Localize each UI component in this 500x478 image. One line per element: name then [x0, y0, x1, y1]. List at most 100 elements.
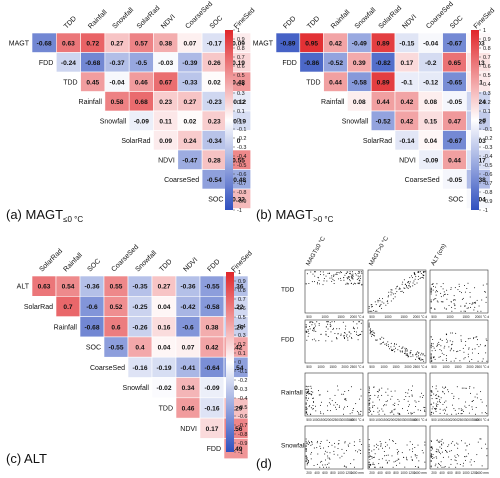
scatter-point — [454, 308, 456, 310]
cell-value: 0.09 — [159, 138, 172, 145]
scatter-point — [325, 466, 327, 468]
scatter-tick-label: 1400 mm — [413, 471, 427, 475]
scatter-point — [401, 350, 403, 352]
scatter-point — [368, 412, 370, 414]
scatter-point — [484, 291, 486, 293]
scatter-point — [430, 289, 432, 291]
scatter-point — [392, 440, 394, 442]
scatter-point — [435, 291, 437, 293]
scatter-point — [431, 455, 433, 457]
scatter-point — [474, 306, 476, 308]
scatter-tick-label: 800 — [455, 471, 461, 475]
column-label: SolarRad — [378, 5, 404, 31]
scatter-point — [310, 407, 312, 409]
scatter-point — [469, 386, 471, 388]
scatter-point — [448, 346, 450, 348]
scatter-point — [346, 450, 348, 452]
colorbar-tick-label: -0.5 — [237, 163, 246, 169]
scatter-point — [436, 398, 438, 400]
scatter-point — [408, 396, 410, 398]
scatter-point — [312, 322, 314, 324]
scatter-point — [409, 286, 411, 288]
scatter-point — [316, 463, 318, 465]
cell-value: -0.65 — [447, 79, 462, 86]
cell-value: -0.42 — [180, 304, 195, 311]
scatter-point — [353, 328, 355, 330]
scatter-point — [454, 305, 456, 307]
scatter-point — [399, 288, 401, 290]
colorbar-tick-label: 0.4 — [483, 82, 491, 88]
cell-value: -0.09 — [134, 118, 149, 125]
scatter-point — [305, 457, 307, 459]
scatter-point — [485, 443, 487, 445]
scatter-point — [390, 300, 392, 302]
scatter-row-label: Rainfall — [281, 390, 303, 397]
scatter-point — [408, 355, 410, 357]
scatter-point — [381, 336, 383, 338]
scatter-point — [451, 306, 453, 308]
scatter-point — [352, 321, 354, 323]
scatter-point — [327, 321, 329, 323]
scatter-point — [306, 399, 308, 401]
scatter-point — [460, 335, 462, 337]
scatter-point — [440, 345, 442, 347]
scatter-point — [458, 398, 460, 400]
cell-value: -0.36 — [84, 284, 99, 291]
cell-value: 0.04 — [424, 138, 437, 145]
scatter-point — [316, 440, 318, 442]
scatter-point — [373, 445, 375, 447]
scatter-point — [473, 461, 475, 463]
colorbar-tick-label: 0.4 — [238, 324, 246, 330]
scatter-point — [350, 275, 352, 277]
scatter-point — [396, 286, 398, 288]
column-label: NDVI — [401, 14, 418, 31]
scatter-point — [453, 295, 455, 297]
scatter-point — [360, 395, 362, 397]
scatter-point — [309, 413, 311, 415]
scatter-point — [370, 328, 372, 330]
scatter-point — [353, 441, 355, 443]
scatter-point — [319, 442, 321, 444]
scatter-point — [481, 412, 483, 414]
scatter-point — [402, 281, 404, 283]
scatter-tick-label: 2000 — [466, 365, 473, 369]
scatter-point — [408, 280, 410, 282]
cell-value: 0.49 — [230, 446, 243, 453]
scatter-point — [440, 286, 442, 288]
scatter-point — [382, 298, 384, 300]
scatter-point — [345, 398, 347, 400]
scatter-point — [320, 447, 322, 449]
scatter-point — [378, 399, 380, 401]
scatter-point — [453, 299, 455, 301]
scatter-point — [412, 355, 414, 357]
scatter-point — [430, 353, 432, 355]
scatter-point — [430, 354, 432, 356]
cell-value: 0.46 — [182, 405, 195, 412]
cell-value: -0.26 — [132, 324, 147, 331]
scatter-point — [439, 356, 441, 358]
scatter-point — [477, 353, 479, 355]
scatter-point — [343, 465, 345, 467]
scatter-point — [468, 443, 470, 445]
scatter-point — [435, 450, 437, 452]
scatter-point — [442, 288, 444, 290]
scatter-point — [451, 413, 453, 415]
cell-value: 0.42 — [400, 118, 413, 125]
scatter-point — [390, 342, 392, 344]
scatter-point — [328, 462, 330, 464]
scatter-point — [329, 324, 331, 326]
scatter-point — [456, 442, 458, 444]
scatter-point — [307, 330, 309, 332]
scatter-point — [398, 345, 400, 347]
scatter-point — [349, 271, 351, 273]
scatter-point — [430, 454, 432, 456]
scatter-point — [432, 289, 434, 291]
cell-value: 0.42 — [206, 345, 219, 352]
scatter-point — [431, 392, 433, 394]
scatter-point — [435, 286, 437, 288]
cell-value: -0.68 — [37, 40, 52, 47]
scatter-point — [411, 448, 413, 450]
scatter-point — [350, 386, 352, 388]
scatter-point — [477, 360, 479, 362]
scatter-point — [308, 385, 310, 387]
